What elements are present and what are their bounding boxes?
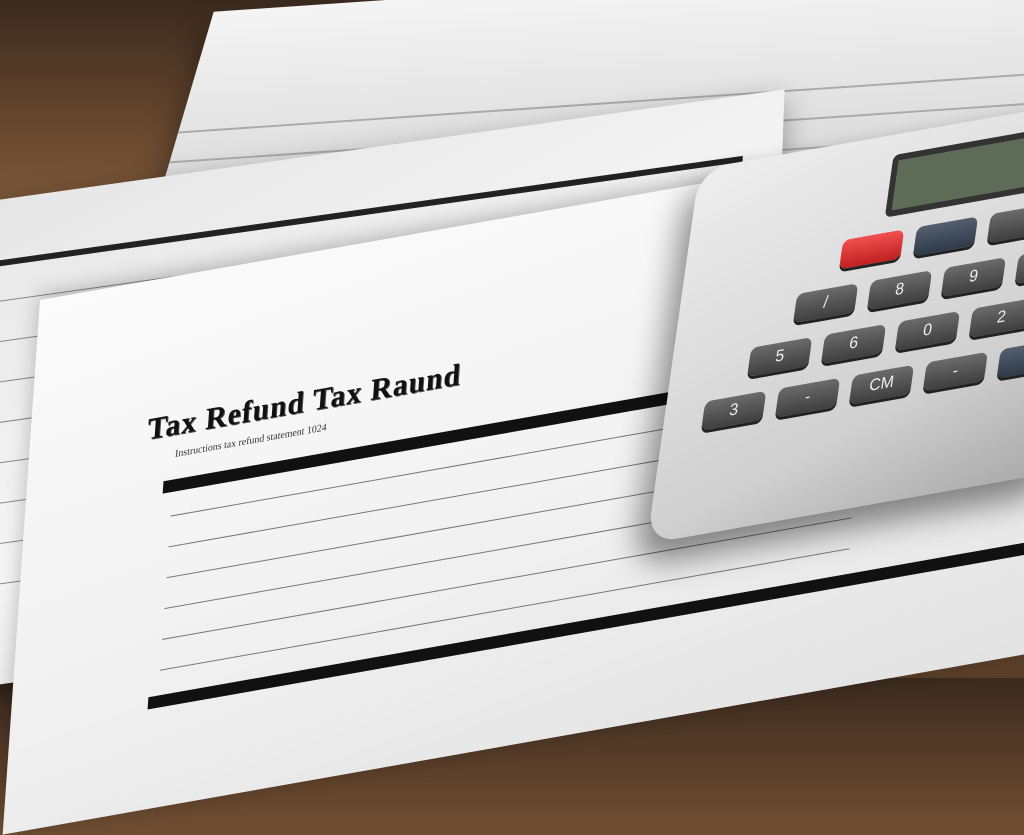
calculator-key[interactable]: 3 xyxy=(701,390,767,431)
calculator-key[interactable]: CM xyxy=(848,364,915,405)
calculator-key[interactable]: 6 xyxy=(821,323,887,364)
calculator-key[interactable]: 5 xyxy=(747,337,813,377)
calculator-key[interactable]: 8 xyxy=(866,270,933,311)
calculator-key[interactable]: - xyxy=(922,351,988,392)
calculator-key[interactable]: 0 xyxy=(894,310,961,351)
calculator-key[interactable]: / xyxy=(793,283,859,324)
calculator-key[interactable]: 9 xyxy=(940,257,1006,298)
calculator-key[interactable]: 2 xyxy=(968,297,1024,338)
calculator-key[interactable]: - xyxy=(775,377,841,418)
calculator-key[interactable]: + xyxy=(996,338,1024,379)
calculator-key[interactable]: 4 xyxy=(1014,244,1024,285)
calculator-display xyxy=(884,116,1024,218)
calculator-key[interactable] xyxy=(839,229,905,270)
calculator-key[interactable] xyxy=(912,216,979,257)
divider xyxy=(147,540,1024,710)
calculator-key[interactable] xyxy=(986,203,1024,244)
